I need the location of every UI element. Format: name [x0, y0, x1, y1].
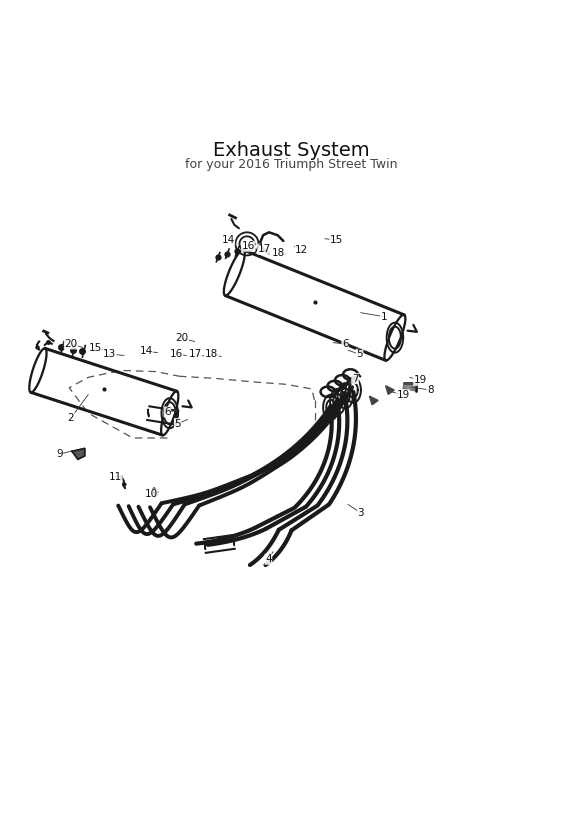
Text: 16: 16: [241, 241, 255, 251]
Text: 15: 15: [330, 235, 343, 245]
Polygon shape: [403, 383, 417, 391]
Text: 4: 4: [265, 555, 272, 564]
Text: 6: 6: [164, 407, 171, 417]
Text: 8: 8: [427, 385, 433, 395]
Text: 5: 5: [174, 419, 181, 428]
Text: 1: 1: [381, 311, 387, 321]
Text: 18: 18: [205, 349, 219, 359]
Text: 15: 15: [89, 344, 102, 353]
Text: 12: 12: [295, 246, 308, 255]
Text: 10: 10: [145, 489, 159, 499]
Text: 18: 18: [272, 248, 286, 258]
Polygon shape: [72, 448, 85, 459]
Polygon shape: [385, 386, 394, 395]
Text: 9: 9: [56, 449, 63, 459]
Text: 14: 14: [222, 235, 234, 245]
Text: 7: 7: [352, 373, 359, 383]
Text: 19: 19: [396, 390, 410, 400]
Text: 20: 20: [64, 339, 78, 349]
Text: 20: 20: [175, 333, 188, 343]
Text: 16: 16: [170, 349, 182, 359]
Text: 14: 14: [139, 346, 153, 356]
Text: 6: 6: [342, 339, 349, 349]
Text: 5: 5: [356, 349, 363, 359]
Text: 19: 19: [414, 375, 427, 386]
Text: 3: 3: [357, 508, 364, 518]
Text: 2: 2: [68, 413, 74, 423]
Text: 17: 17: [258, 244, 271, 254]
Text: for your 2016 Triumph Street Twin: for your 2016 Triumph Street Twin: [185, 158, 398, 171]
Text: 17: 17: [188, 349, 202, 359]
Text: 13: 13: [103, 349, 116, 359]
Polygon shape: [370, 396, 378, 405]
Text: 11: 11: [109, 471, 122, 482]
Text: Exhaust System: Exhaust System: [213, 141, 370, 160]
